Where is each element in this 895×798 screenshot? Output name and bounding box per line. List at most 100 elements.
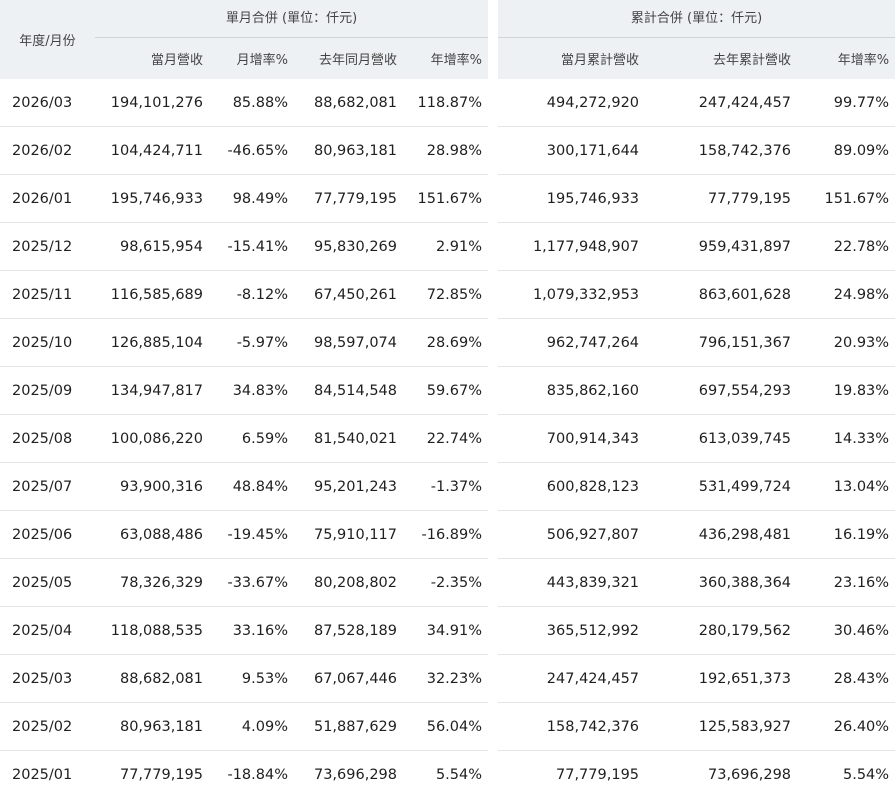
cell-monthly-revenue: 100,086,220 — [95, 415, 209, 463]
cell-cumulative-yoy-rate: 28.43% — [797, 655, 895, 703]
cell-monthly-revenue: 104,424,711 — [95, 127, 209, 175]
cell-year-month: 2025/07 — [0, 463, 95, 511]
cell-last-year-month-revenue: 67,067,446 — [294, 655, 403, 703]
cell-cumulative-yoy-rate: 14.33% — [797, 415, 895, 463]
cell-cumulative-revenue: 195,746,933 — [498, 175, 645, 223]
cell-cumulative-revenue: 494,272,920 — [498, 79, 645, 127]
cell-last-year-month-revenue: 87,528,189 — [294, 607, 403, 655]
cell-last-year-cumulative-revenue: 247,424,457 — [645, 79, 797, 127]
cell-yoy-rate: 32.23% — [403, 655, 488, 703]
cell-cumulative-yoy-rate: 22.78% — [797, 223, 895, 271]
group-spacer-cell — [488, 655, 498, 703]
cell-mom-rate: 33.16% — [209, 607, 294, 655]
cell-last-year-month-revenue: 73,696,298 — [294, 751, 403, 798]
col-yoy-rate: 年增率% — [403, 38, 488, 79]
cell-yoy-rate: 72.85% — [403, 271, 488, 319]
cell-last-year-cumulative-revenue: 613,039,745 — [645, 415, 797, 463]
cell-mom-rate: -19.45% — [209, 511, 294, 559]
cell-yoy-rate: 22.74% — [403, 415, 488, 463]
cell-year-month: 2025/04 — [0, 607, 95, 655]
cell-mom-rate: -5.97% — [209, 319, 294, 367]
cell-last-year-cumulative-revenue: 73,696,298 — [645, 751, 797, 798]
monthly-group-header: 單月合併 (單位：仟元) — [95, 0, 488, 38]
cell-cumulative-yoy-rate: 13.04% — [797, 463, 895, 511]
cell-mom-rate: 9.53% — [209, 655, 294, 703]
cell-yoy-rate: -2.35% — [403, 559, 488, 607]
cell-last-year-cumulative-revenue: 360,388,364 — [645, 559, 797, 607]
cell-monthly-revenue: 134,947,817 — [95, 367, 209, 415]
cell-monthly-revenue: 78,326,329 — [95, 559, 209, 607]
cell-year-month: 2025/11 — [0, 271, 95, 319]
cell-cumulative-revenue: 962,747,264 — [498, 319, 645, 367]
cell-mom-rate: -15.41% — [209, 223, 294, 271]
cell-yoy-rate: 2.91% — [403, 223, 488, 271]
cell-monthly-revenue: 194,101,276 — [95, 79, 209, 127]
cell-last-year-month-revenue: 84,514,548 — [294, 367, 403, 415]
cell-mom-rate: -33.67% — [209, 559, 294, 607]
cell-year-month: 2025/05 — [0, 559, 95, 607]
cell-cumulative-yoy-rate: 99.77% — [797, 79, 895, 127]
group-spacer — [488, 0, 498, 79]
cell-yoy-rate: 28.69% — [403, 319, 488, 367]
cell-year-month: 2025/12 — [0, 223, 95, 271]
cell-mom-rate: 48.84% — [209, 463, 294, 511]
cell-monthly-revenue: 93,900,316 — [95, 463, 209, 511]
group-spacer-cell — [488, 559, 498, 607]
cell-cumulative-revenue: 1,177,948,907 — [498, 223, 645, 271]
cell-last-year-month-revenue: 98,597,074 — [294, 319, 403, 367]
group-spacer-cell — [488, 751, 498, 798]
cell-mom-rate: 6.59% — [209, 415, 294, 463]
col-monthly-revenue: 當月營收 — [95, 38, 209, 79]
cell-cumulative-yoy-rate: 30.46% — [797, 607, 895, 655]
cell-cumulative-yoy-rate: 20.93% — [797, 319, 895, 367]
cell-monthly-revenue: 98,615,954 — [95, 223, 209, 271]
monthly-group-label: 單月合併 (單位：仟元) — [95, 0, 488, 38]
cell-last-year-cumulative-revenue: 158,742,376 — [645, 127, 797, 175]
cell-mom-rate: 98.49% — [209, 175, 294, 223]
col-cumulative-revenue: 當月累計營收 — [498, 38, 645, 79]
cell-cumulative-revenue: 700,914,343 — [498, 415, 645, 463]
cell-last-year-cumulative-revenue: 125,583,927 — [645, 703, 797, 751]
cell-cumulative-yoy-rate: 89.09% — [797, 127, 895, 175]
cell-yoy-rate: 34.91% — [403, 607, 488, 655]
cell-year-month: 2026/01 — [0, 175, 95, 223]
cell-last-year-month-revenue: 67,450,261 — [294, 271, 403, 319]
cell-cumulative-yoy-rate: 5.54% — [797, 751, 895, 798]
cell-yoy-rate: -16.89% — [403, 511, 488, 559]
cell-last-year-month-revenue: 95,830,269 — [294, 223, 403, 271]
cell-monthly-revenue: 195,746,933 — [95, 175, 209, 223]
cell-last-year-cumulative-revenue: 77,779,195 — [645, 175, 797, 223]
group-spacer-cell — [488, 127, 498, 175]
col-last-year-cumulative-revenue: 去年累計營收 — [645, 38, 797, 79]
group-spacer-cell — [488, 79, 498, 127]
cell-cumulative-revenue: 365,512,992 — [498, 607, 645, 655]
cell-monthly-revenue: 80,963,181 — [95, 703, 209, 751]
col-last-year-month-revenue: 去年同月營收 — [294, 38, 403, 79]
cell-cumulative-revenue: 300,171,644 — [498, 127, 645, 175]
cell-monthly-revenue: 126,885,104 — [95, 319, 209, 367]
cell-last-year-month-revenue: 51,887,629 — [294, 703, 403, 751]
cell-last-year-cumulative-revenue: 796,151,367 — [645, 319, 797, 367]
cell-year-month: 2026/02 — [0, 127, 95, 175]
cumulative-group-label: 累計合併 (單位：仟元) — [498, 0, 895, 38]
cell-monthly-revenue: 116,585,689 — [95, 271, 209, 319]
cell-mom-rate: 34.83% — [209, 367, 294, 415]
cell-cumulative-revenue: 506,927,807 — [498, 511, 645, 559]
cell-year-month: 2025/09 — [0, 367, 95, 415]
cell-yoy-rate: 118.87% — [403, 79, 488, 127]
cell-last-year-month-revenue: 75,910,117 — [294, 511, 403, 559]
group-spacer-cell — [488, 271, 498, 319]
cell-cumulative-revenue: 77,779,195 — [498, 751, 645, 798]
cell-year-month: 2025/08 — [0, 415, 95, 463]
